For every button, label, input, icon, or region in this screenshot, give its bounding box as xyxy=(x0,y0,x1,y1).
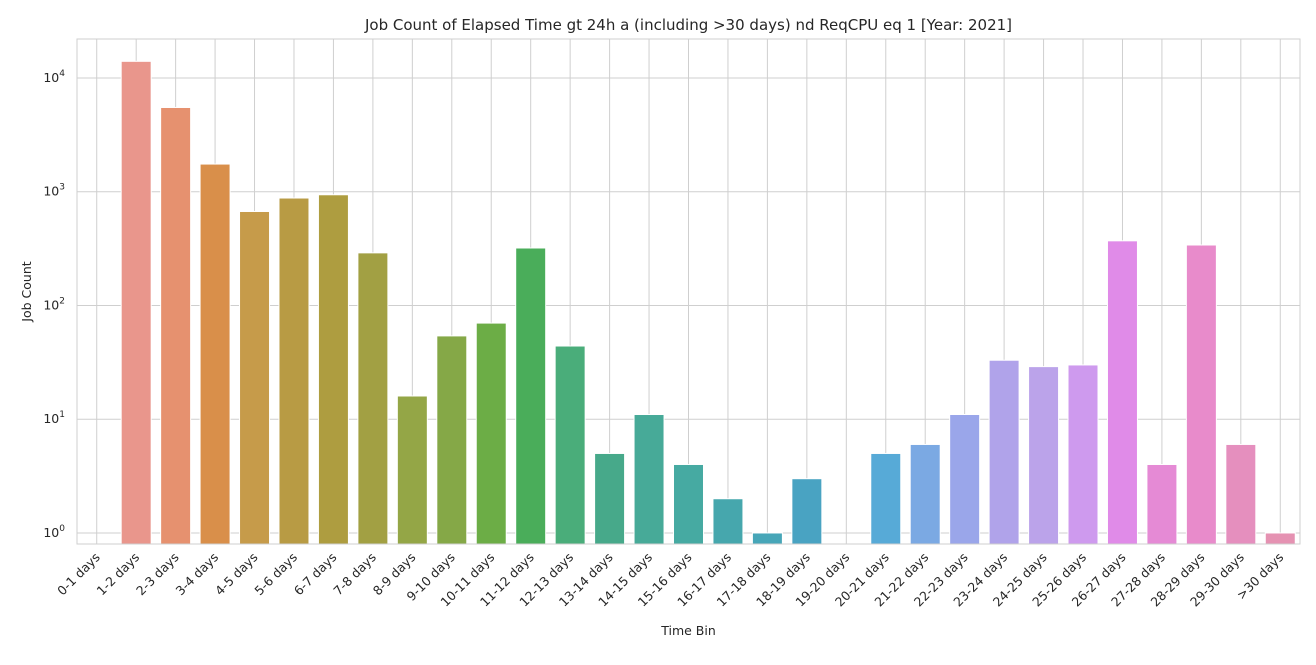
bar-29-30-days xyxy=(1225,443,1257,545)
bar-14-15-days xyxy=(633,414,665,545)
bar-28-29-days xyxy=(1185,244,1217,545)
bar-8-9-days xyxy=(396,395,428,545)
y-axis-label: Job Count xyxy=(19,261,34,322)
y-tick-label: 100 xyxy=(43,524,65,540)
bar-21-22-days xyxy=(909,443,941,545)
bar-18-19-days xyxy=(791,478,823,545)
bar-27-28-days xyxy=(1146,463,1178,545)
x-axis-label: Time Bin xyxy=(660,623,716,638)
bar-26-27-days xyxy=(1106,240,1138,545)
bar-10-11-days xyxy=(475,322,507,545)
plot-frame xyxy=(76,38,1301,545)
bar-11-12-days xyxy=(515,247,547,545)
bar-1-2-days xyxy=(120,60,152,545)
bar-24-25-days xyxy=(1028,366,1060,545)
bar-20-21-days xyxy=(870,452,902,545)
y-tick-label: 104 xyxy=(43,69,65,85)
bar-2-3-days xyxy=(160,106,192,545)
bar-30-days xyxy=(1264,532,1296,545)
chart-title: Job Count of Elapsed Time gt 24h a (incl… xyxy=(364,16,1012,34)
bar-15-16-days xyxy=(673,463,704,545)
bar-7-8-days xyxy=(357,252,389,545)
bar-9-10-days xyxy=(436,335,468,545)
y-tick-label: 102 xyxy=(43,296,65,312)
bar-5-6-days xyxy=(278,197,310,545)
bar-13-14-days xyxy=(594,452,626,545)
y-tick-label: 103 xyxy=(43,183,65,199)
bar-23-24-days xyxy=(988,359,1020,545)
bar-16-17-days xyxy=(712,498,744,545)
bar-22-23-days xyxy=(949,414,981,545)
bar-25-26-days xyxy=(1067,364,1099,545)
bar-3-4-days xyxy=(199,163,231,545)
bar-12-13-days xyxy=(554,345,586,545)
bar-4-5-days xyxy=(239,210,271,545)
y-tick-label: 101 xyxy=(43,410,65,426)
bar-6-7-days xyxy=(317,194,349,545)
bar-17-18-days xyxy=(751,532,783,545)
